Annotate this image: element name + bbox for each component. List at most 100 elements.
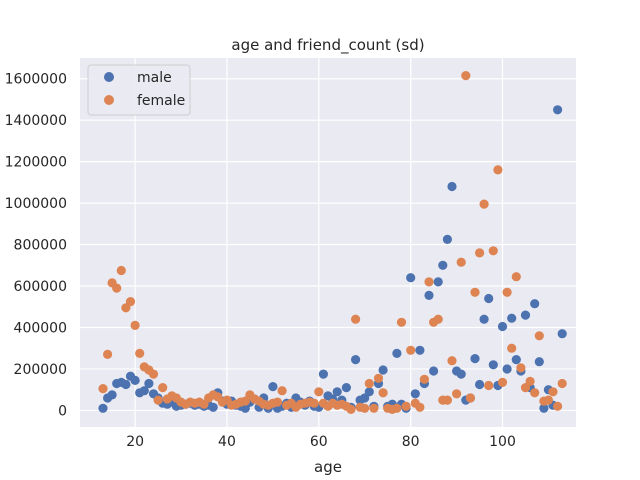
point-male — [121, 379, 131, 390]
y-tick-label: 0 — [58, 403, 67, 419]
point-male — [520, 310, 531, 320]
point-male — [424, 290, 434, 300]
point-male — [208, 402, 218, 412]
y-tick-label: 1600000 — [5, 72, 67, 88]
point-female — [530, 388, 540, 398]
point-male — [406, 273, 416, 283]
point-male — [557, 329, 567, 339]
point-female — [511, 272, 521, 282]
point-female — [548, 387, 558, 397]
point-male — [470, 354, 480, 364]
point-female — [272, 397, 283, 407]
point-female — [433, 314, 443, 324]
series-female — [98, 71, 567, 414]
legend-label-female: female — [137, 93, 185, 109]
point-female — [534, 331, 544, 341]
point-male — [447, 181, 457, 192]
legend-marker-female — [104, 95, 114, 105]
point-female — [360, 403, 370, 413]
point-female — [351, 314, 361, 324]
point-female — [543, 395, 554, 405]
point-female — [502, 287, 512, 297]
point-female — [401, 401, 411, 411]
x-tick-label: 100 — [489, 434, 516, 450]
point-female — [456, 257, 466, 267]
point-female — [497, 377, 508, 387]
point-male — [442, 234, 452, 244]
point-female — [153, 395, 163, 405]
point-female — [553, 401, 563, 411]
y-tick-label: 1000000 — [5, 196, 67, 212]
point-female — [419, 374, 429, 384]
point-male — [332, 387, 342, 397]
point-female — [346, 404, 356, 414]
legend-label-male: male — [137, 70, 172, 86]
point-female — [378, 388, 388, 398]
point-female — [525, 376, 535, 386]
point-male — [497, 321, 508, 332]
point-male — [144, 378, 154, 389]
point-male — [507, 313, 517, 323]
point-male — [410, 389, 420, 399]
y-tick-label: 600000 — [14, 279, 67, 295]
grid — [80, 58, 576, 427]
point-male — [351, 355, 361, 365]
point-female — [465, 393, 475, 403]
point-male — [139, 386, 149, 396]
point-male — [130, 375, 140, 385]
point-female — [148, 369, 159, 379]
point-female — [369, 403, 379, 413]
point-male — [534, 357, 544, 367]
point-female — [424, 277, 434, 287]
point-female — [461, 71, 471, 81]
point-male — [341, 383, 351, 393]
point-female — [103, 349, 113, 359]
y-tick-label: 400000 — [14, 320, 67, 336]
point-male — [364, 387, 374, 397]
point-male — [488, 360, 498, 370]
point-male — [268, 382, 278, 392]
point-male — [415, 345, 425, 355]
point-male — [318, 369, 328, 379]
x-tick-label: 20 — [126, 434, 144, 450]
point-female — [277, 386, 287, 396]
point-female — [470, 287, 480, 297]
point-female — [396, 317, 407, 327]
point-male — [511, 355, 521, 365]
x-axis-label: age — [314, 458, 342, 476]
point-female — [442, 395, 452, 405]
point-female — [475, 248, 485, 258]
point-female — [373, 373, 384, 383]
point-female — [484, 380, 494, 391]
point-female — [116, 265, 126, 276]
point-female — [406, 345, 416, 355]
point-male — [475, 379, 485, 390]
point-female — [452, 389, 462, 399]
point-male — [107, 390, 117, 400]
point-female — [493, 165, 503, 175]
x-tick-label: 80 — [402, 434, 420, 450]
data-points — [98, 71, 567, 414]
point-female — [415, 402, 425, 412]
point-female — [135, 348, 145, 358]
point-female — [125, 297, 136, 307]
point-male — [438, 260, 448, 270]
point-female — [98, 384, 108, 394]
point-female — [516, 363, 526, 373]
legend: male female — [87, 64, 191, 116]
point-male — [553, 105, 563, 115]
y-tick-label: 800000 — [14, 238, 67, 254]
y-tick-label: 1400000 — [5, 113, 67, 129]
point-female — [158, 383, 168, 393]
point-male — [433, 277, 443, 287]
point-female — [314, 387, 324, 397]
point-male — [429, 366, 439, 376]
y-tick-label: 200000 — [14, 362, 67, 378]
point-female — [479, 199, 489, 209]
point-male — [392, 348, 402, 358]
point-male — [479, 314, 489, 324]
point-female — [507, 343, 517, 353]
y-tick-label: 1200000 — [5, 155, 67, 171]
point-female — [488, 246, 498, 256]
